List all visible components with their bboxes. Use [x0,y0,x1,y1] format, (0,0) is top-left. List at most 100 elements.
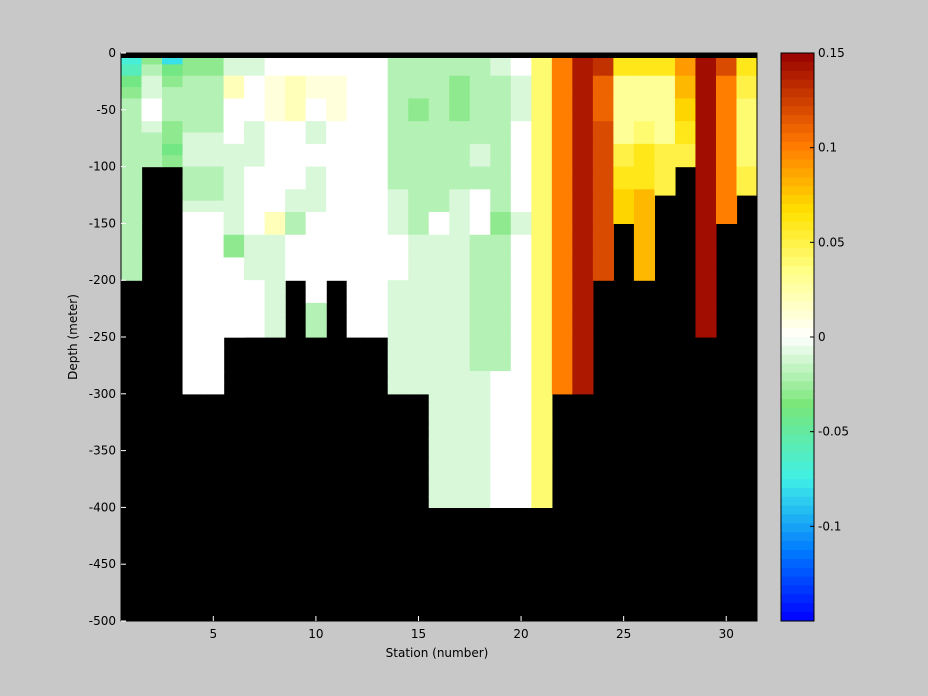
heatmap-cell [387,200,409,213]
heatmap-cell [141,143,163,156]
colorbar-band [781,248,814,258]
heatmap-cell [408,234,430,247]
station-column-2 [141,53,163,168]
heatmap-cell [285,189,307,202]
heatmap-cell [551,302,573,315]
heatmap-cell [510,325,532,338]
heatmap-cell [736,177,758,190]
heatmap-cell [469,291,491,304]
heatmap-cell [510,450,532,463]
heatmap-cell [469,484,491,497]
colorbar-band [781,443,814,453]
heatmap-cell [387,337,409,349]
heatmap-cell [346,212,368,224]
heatmap-cell [285,98,307,111]
heatmap-cell [408,223,430,236]
heatmap-cell [244,189,266,202]
heatmap-cell [510,109,532,122]
heatmap-cell [387,325,409,338]
heatmap-cell [613,98,635,111]
heatmap-cell [551,75,573,88]
y-axis-label: Depth (meter) [66,294,80,380]
heatmap-cell [367,223,389,236]
heatmap-cell [305,200,327,213]
heatmap-cell [449,496,471,508]
heatmap-cell [572,132,594,145]
colorbar-band [781,594,814,604]
heatmap-cell [408,75,430,88]
heatmap-cell [449,337,471,349]
heatmap-cell [428,302,450,315]
heatmap-cell [305,189,327,202]
heatmap-cell [654,155,676,168]
heatmap-cell [367,109,389,122]
heatmap-cell [428,246,450,259]
heatmap-cell [367,98,389,111]
heatmap-cell [736,98,758,111]
heatmap-cell [674,64,697,77]
heatmap-cell [613,143,635,156]
heatmap-cell [326,257,348,270]
heatmap-cell [121,212,143,224]
heatmap-cell [326,132,348,145]
colorbar-band [781,274,814,285]
heatmap-cell [551,155,573,168]
heatmap-cell [613,109,635,122]
colorbar-band [781,212,814,223]
station-column-23 [572,53,594,395]
heatmap-cell [182,212,204,224]
heatmap-cell [633,155,656,168]
heatmap-cell [121,257,143,270]
heatmap-cell [449,325,471,338]
heatmap-cell [264,87,286,100]
heatmap-cell [264,268,286,281]
heatmap-cell [346,189,368,202]
heatmap-cell [182,143,204,156]
heatmap-cell [264,200,286,213]
heatmap-cell [223,291,245,304]
heatmap-cell [490,53,512,65]
colorbar-band [781,283,814,294]
heatmap-cell [121,166,143,179]
heatmap-cell [449,484,471,497]
heatmap-cell [387,155,409,168]
heatmap-cell [469,280,491,293]
heatmap-cell [572,166,594,179]
heatmap-cell [162,75,184,88]
heatmap-cell [264,98,286,111]
heatmap-cell [203,280,225,293]
heatmap-cell [674,53,697,65]
heatmap-cell [613,212,635,224]
heatmap-cell [203,325,225,338]
heatmap-cell [387,87,409,100]
heatmap-cell [203,75,225,88]
heatmap-cell [654,177,676,190]
heatmap-cell [490,302,512,315]
heatmap-cell [449,268,471,281]
heatmap-cell [613,166,635,179]
heatmap-cell [244,87,266,100]
heatmap-cell [469,234,491,247]
heatmap-cell [305,121,327,134]
heatmap-cell [141,64,163,77]
heatmap-cell [469,132,491,145]
heatmap-cell [408,177,430,190]
heatmap-cell [428,64,450,77]
heatmap-cell [715,212,738,224]
heatmap-cell [162,87,184,100]
colorbar-band [781,479,814,489]
heatmap-cell [182,314,204,327]
heatmap-cell [551,143,573,156]
heatmap-cell [613,75,635,88]
heatmap-cell [695,87,717,100]
heatmap-cell [490,143,512,156]
heatmap-cell [428,416,450,429]
heatmap-cell [141,109,163,122]
heatmap-cell [633,257,656,270]
heatmap-cell [182,132,204,145]
heatmap-cell [510,314,532,327]
heatmap-cell [736,132,758,145]
heatmap-cell [203,382,225,395]
y-tick-label: -150 [89,216,116,230]
heatmap-cell [182,302,204,315]
